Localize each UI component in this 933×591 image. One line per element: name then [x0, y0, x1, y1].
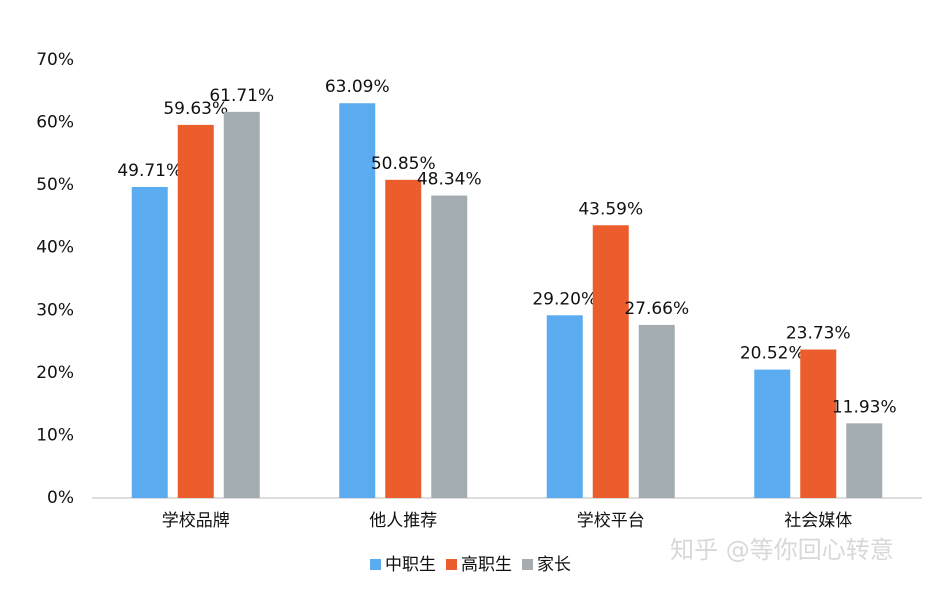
value-label: 11.93%: [832, 397, 897, 417]
value-label: 61.71%: [209, 86, 274, 106]
y-tick-label: 40%: [36, 238, 74, 258]
y-tick-label: 30%: [36, 300, 74, 320]
value-label: 20.52%: [740, 344, 805, 364]
value-label: 43.59%: [578, 199, 643, 219]
y-tick-label: 20%: [36, 363, 74, 383]
y-tick-label: 50%: [36, 175, 74, 195]
watermark: 知乎 @等你回心转意: [670, 536, 894, 564]
legend-swatch: [370, 559, 381, 570]
bar: [846, 423, 883, 498]
legend-label: 高职生: [461, 555, 512, 575]
bar: [131, 186, 168, 498]
bar: [800, 349, 837, 498]
bar: [431, 195, 468, 498]
x-tick-label: 学校平台: [577, 511, 645, 531]
x-tick-label: 学校品牌: [162, 511, 230, 531]
value-label: 63.09%: [325, 77, 390, 97]
value-label: 27.66%: [624, 299, 689, 319]
value-label: 59.63%: [163, 99, 228, 119]
value-label: 49.71%: [117, 161, 182, 181]
value-label: 48.34%: [417, 170, 482, 190]
value-label: 23.73%: [786, 324, 851, 344]
bar: [223, 111, 260, 499]
y-tick-label: 10%: [36, 425, 74, 445]
legend-label: 家长: [537, 555, 571, 575]
x-tick-label: 社会媒体: [784, 511, 852, 531]
bar: [339, 103, 376, 499]
legend-label: 中职生: [385, 555, 436, 575]
legend-swatch: [522, 559, 533, 570]
y-tick-label: 70%: [36, 50, 74, 70]
legend-swatch: [446, 559, 457, 570]
value-label: 50.85%: [371, 154, 436, 174]
bar: [592, 225, 629, 498]
bar: [754, 369, 791, 498]
y-tick-label: 60%: [36, 113, 74, 133]
bar: [638, 324, 675, 498]
x-tick-label: 他人推荐: [369, 511, 437, 531]
bar: [546, 315, 583, 498]
bar: [385, 179, 422, 498]
bar: [177, 124, 214, 499]
value-label: 29.20%: [532, 289, 597, 309]
y-tick-label: 0%: [47, 488, 74, 508]
